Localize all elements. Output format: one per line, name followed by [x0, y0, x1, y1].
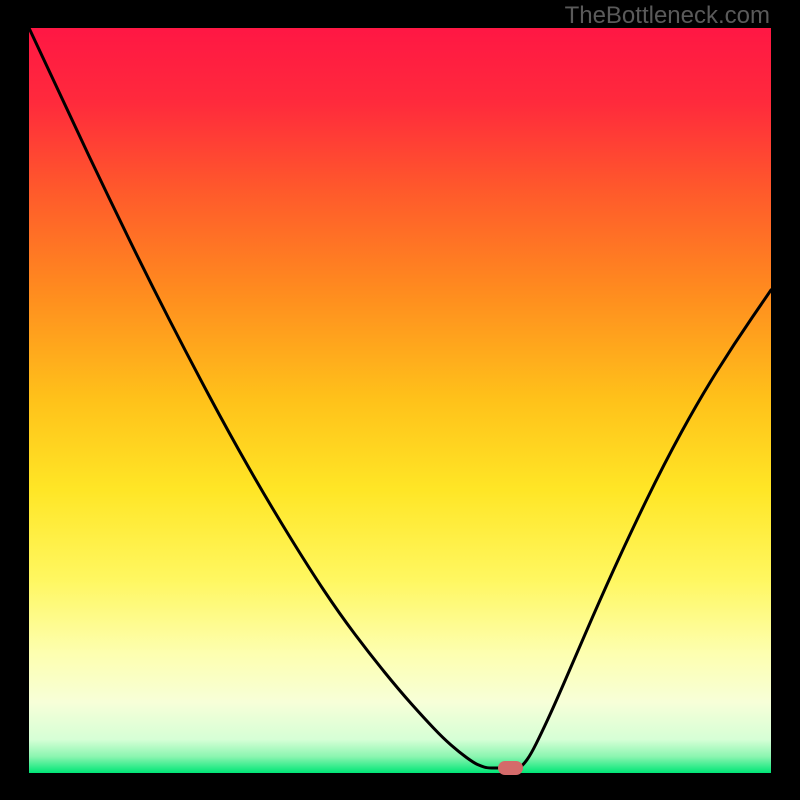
chart-frame: TheBottleneck.com	[0, 0, 800, 800]
optimal-marker	[498, 761, 523, 775]
watermark-text: TheBottleneck.com	[565, 2, 770, 30]
plot-area	[29, 28, 771, 773]
bottleneck-curve	[29, 28, 771, 773]
